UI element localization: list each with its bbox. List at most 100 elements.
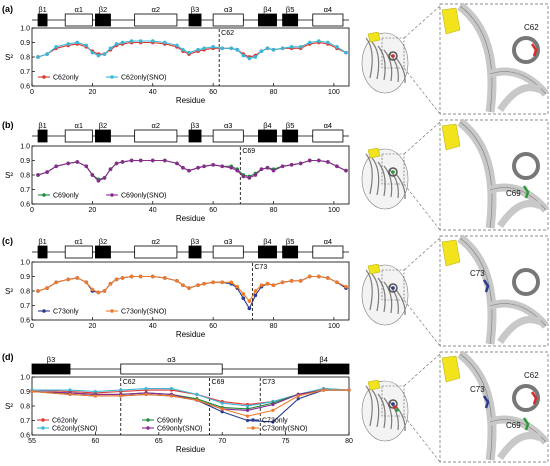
data-point [253,293,258,298]
protein-ribbon [512,384,540,412]
y-axis-label: S² [5,171,13,180]
protein-ribbon [371,157,380,196]
ss-label: β3 [191,121,200,130]
beta-strand [31,363,71,375]
data-point [66,161,71,166]
x-tick-label: 80 [270,207,278,214]
data-point [108,281,113,286]
data-point [162,276,167,280]
protein-ribbon [371,41,380,80]
ss-label: β3 [191,237,200,246]
legend-marker [41,426,45,430]
data-point [169,394,174,398]
data-point [90,287,95,292]
protein-ribbon [459,353,493,461]
data-point [347,388,351,392]
alpha-helix [212,129,244,143]
x-tick-label: 20 [88,323,96,330]
cysteine-label: C69 [506,421,521,430]
ss-label: β5 [286,237,295,246]
beta-strand [282,245,299,259]
ss-label: α2 [152,237,161,246]
protein-ribbon [365,37,373,79]
data-point [150,39,155,43]
data-point [120,40,125,45]
data-point [138,39,143,43]
legend-marker [110,75,114,79]
protein-ribbon [395,173,406,200]
zoom-connector [403,299,441,347]
cysteine-highlight [482,395,490,409]
x-tick-label: 60 [209,207,217,214]
x-tick-label: 65 [155,438,163,445]
beta-strand [37,13,48,27]
legend-marker [251,418,255,422]
ss-label: β5 [286,5,295,14]
data-point [93,389,98,394]
alpha-helix [312,245,344,259]
protein-ribbon [383,165,393,198]
ss-label: β4 [263,121,272,130]
data-point [265,281,270,286]
beta-strand [282,129,299,143]
y-tick-label: 0.6 [20,84,30,91]
structure-panel-1: C62 [361,2,550,115]
alpha-helix [212,13,244,27]
data-point [195,398,199,402]
data-point [247,299,252,303]
data-point [326,40,330,45]
legend: C73only C73only(SNO) [38,309,167,316]
data-point [344,50,348,55]
data-point [211,44,215,49]
ss-label: β2 [99,5,108,14]
alpha-helix [64,245,93,259]
data-point [202,281,206,286]
x-tick-label: 80 [270,323,278,330]
y-axis-label: S² [5,402,13,411]
cysteine-label: C62 [524,371,539,380]
data-point [30,389,34,394]
legend-label: C62only(SNO) [121,75,167,82]
data-point [298,278,303,283]
data-point [196,47,200,52]
legend-marker [110,309,114,313]
cysteine-marker-label: C73 [262,379,275,386]
legend-marker [42,309,46,313]
data-point [271,283,276,288]
x-tick-label: 60 [209,89,217,96]
data-point [211,280,215,285]
y-tick-label: 0.8 [20,173,30,180]
chart-panel-1: (a) β1 α1 β2 α2 β3 α3 β4 β5 α4 0.6 0.7 0.8 0.9 1.0 0 20 4… [2,4,350,105]
chart-panel-2: (b) β1 α1 β2 α2 β3 α3 β4 β5 α4 0.6 0.7 0.8 0.9 1.0 0 20 4… [2,120,350,223]
x-tick-label: 80 [345,438,353,445]
cysteine-marker-label: C62 [123,379,136,386]
data-point [235,284,240,289]
data-point [335,44,339,49]
data-point [289,44,294,49]
cysteine-highlight [391,402,395,406]
data-point [54,44,59,49]
data-point [36,55,40,59]
cysteine-marker-label: C73 [254,264,267,271]
alpha-helix [312,129,344,143]
data-point [90,173,95,177]
ss-label: α4 [324,121,333,130]
data-point [36,173,40,177]
data-point [326,276,330,280]
legend-marker [110,193,114,197]
data-point [90,50,95,55]
x-tick-label: 60 [92,438,100,445]
zoom-connector [403,183,441,231]
alpha-helix [64,129,93,143]
protein-ribbon [395,289,406,316]
alpha-helix [134,13,178,27]
legend-label: C62only(SNO) [52,426,98,433]
cysteine-highlight [393,405,397,409]
x-tick-label: 40 [149,207,157,214]
beta-strand [188,129,202,143]
zoom-box [381,37,405,69]
data-point [36,289,40,293]
yellow-strand [367,379,381,391]
x-axis-label: Residue [176,214,206,223]
